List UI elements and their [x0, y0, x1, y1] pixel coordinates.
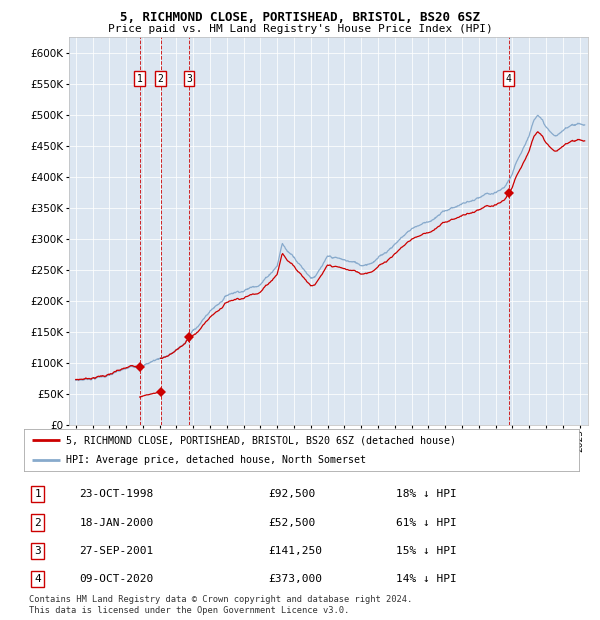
Text: £92,500: £92,500: [268, 489, 316, 499]
Text: £141,250: £141,250: [268, 546, 322, 556]
Text: 15% ↓ HPI: 15% ↓ HPI: [396, 546, 457, 556]
Text: 3: 3: [186, 74, 192, 84]
Text: 5, RICHMOND CLOSE, PORTISHEAD, BRISTOL, BS20 6SZ (detached house): 5, RICHMOND CLOSE, PORTISHEAD, BRISTOL, …: [65, 435, 455, 445]
Text: £373,000: £373,000: [268, 574, 322, 584]
Text: This data is licensed under the Open Government Licence v3.0.: This data is licensed under the Open Gov…: [29, 606, 349, 616]
Text: 27-SEP-2001: 27-SEP-2001: [79, 546, 154, 556]
Text: Contains HM Land Registry data © Crown copyright and database right 2024.: Contains HM Land Registry data © Crown c…: [29, 595, 412, 604]
Text: 23-OCT-1998: 23-OCT-1998: [79, 489, 154, 499]
Text: 4: 4: [506, 74, 511, 84]
Text: 18% ↓ HPI: 18% ↓ HPI: [396, 489, 457, 499]
Text: £52,500: £52,500: [268, 518, 316, 528]
Text: 5, RICHMOND CLOSE, PORTISHEAD, BRISTOL, BS20 6SZ: 5, RICHMOND CLOSE, PORTISHEAD, BRISTOL, …: [120, 11, 480, 24]
Text: 61% ↓ HPI: 61% ↓ HPI: [396, 518, 457, 528]
Text: HPI: Average price, detached house, North Somerset: HPI: Average price, detached house, Nort…: [65, 455, 365, 465]
Text: 1: 1: [137, 74, 143, 84]
Text: 4: 4: [35, 574, 41, 584]
Text: 3: 3: [35, 546, 41, 556]
Text: 09-OCT-2020: 09-OCT-2020: [79, 574, 154, 584]
Text: Price paid vs. HM Land Registry's House Price Index (HPI): Price paid vs. HM Land Registry's House …: [107, 24, 493, 33]
Text: 14% ↓ HPI: 14% ↓ HPI: [396, 574, 457, 584]
Text: 1: 1: [35, 489, 41, 499]
Text: 2: 2: [158, 74, 163, 84]
Text: 18-JAN-2000: 18-JAN-2000: [79, 518, 154, 528]
Text: 2: 2: [35, 518, 41, 528]
